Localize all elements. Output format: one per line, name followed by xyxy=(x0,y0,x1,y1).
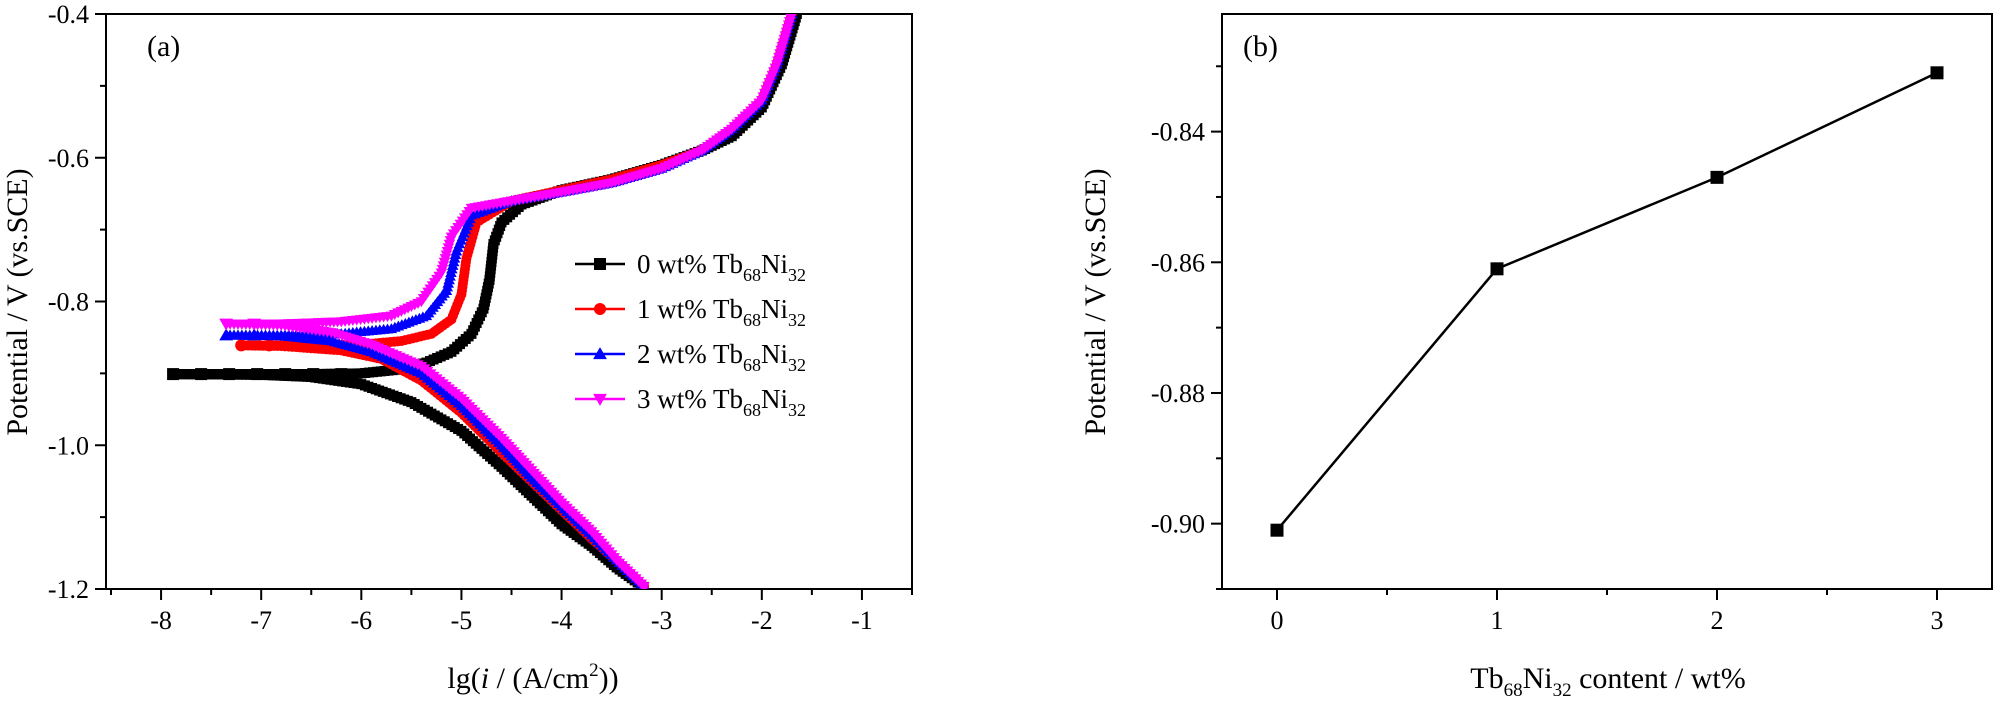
x-title-b-mid: Ni xyxy=(1523,662,1553,695)
panel-b-data-point xyxy=(1490,262,1504,276)
panel-a-series-3-line xyxy=(223,14,795,589)
panel-b-data-point xyxy=(1710,170,1724,184)
legend-label-0-pre: 0 wt% Tb xyxy=(637,249,743,279)
panel-a-series-0-ecorr-marker xyxy=(167,368,180,381)
panel-a-series-group xyxy=(167,14,802,589)
panel-b-series-group xyxy=(1270,66,1944,537)
panel-a-y-tick-label: -0.8 xyxy=(48,288,89,317)
x-title-b-sub2: 32 xyxy=(1553,680,1572,701)
legend-label-2-sub2: 32 xyxy=(788,355,806,375)
legend-marker-1 xyxy=(594,303,606,315)
panel-a-series-0-ecorr-marker xyxy=(251,368,264,381)
panel-a-x-tick-label: -4 xyxy=(551,606,573,635)
x-title-a-mid: / (A/cm xyxy=(489,662,589,695)
panel-a-series-1-ecorr-marker xyxy=(235,339,248,352)
panel-b-series-line xyxy=(1276,71,1938,531)
panel-a-x-tick-label: -2 xyxy=(751,606,773,635)
legend-label-2-sub1: 68 xyxy=(743,355,761,375)
panel-a-y-axis-title: Potential / V (vs.SCE) xyxy=(1,168,34,435)
panel-a-plot-frame xyxy=(105,13,913,590)
panel-a-series-2-ecorr-marker xyxy=(247,328,262,341)
panel-b-x-tick-label: 3 xyxy=(1931,606,1944,635)
panel-a-y-tick-label: -1.2 xyxy=(48,575,89,604)
x-title-a-post: )) xyxy=(599,662,619,695)
panel-b-y-axis-title: Potential / V (vs.SCE) xyxy=(1079,168,1112,435)
x-title-b-sub1: 68 xyxy=(1504,680,1523,701)
panel-b-label: (b) xyxy=(1243,30,1278,63)
panel-a-y-tick-label: -0.6 xyxy=(48,144,89,173)
x-title-b-post: content / wt% xyxy=(1572,662,1746,695)
panel-a-x-tick-label: -5 xyxy=(451,606,473,635)
panel-b-chart: 0 1 2 3 -0.90 -0.88 -0.86 -0.84 (b) Potential /… xyxy=(1079,13,1993,701)
panel-b-x-tick-label: 2 xyxy=(1711,606,1724,635)
legend-label-0-sub2: 32 xyxy=(788,265,806,285)
x-title-a-pre: lg( xyxy=(447,662,480,695)
panel-a-x-tick-label: -8 xyxy=(150,606,172,635)
panel-a-series-1-ecorr-marker xyxy=(263,339,276,352)
panel-a-series-0-ecorr-marker xyxy=(279,368,292,381)
panel-a-x-tick-label: -6 xyxy=(350,606,372,635)
legend-label-1-sub1: 68 xyxy=(743,310,761,330)
panel-a-series-0-ecorr-marker xyxy=(195,368,208,381)
panel-a-y-tick-label: -1.0 xyxy=(48,431,89,460)
legend-label-2-pre: 2 wt% Tb xyxy=(637,339,743,369)
legend-label-3-sub2: 32 xyxy=(788,400,806,420)
legend-label-0-mid: Ni xyxy=(761,249,788,279)
panel-a-series-0-ecorr-marker xyxy=(335,368,348,381)
panel-b-ticks: 0 1 2 3 -0.90 -0.88 -0.86 -0.84 xyxy=(1151,65,1944,635)
panel-b-data-point xyxy=(1930,66,1944,80)
legend-label-2: 2 wt% Tb68Ni32 xyxy=(637,339,806,375)
legend-label-1-mid: Ni xyxy=(761,294,788,324)
panel-a-series-3-ecorr-marker xyxy=(247,318,262,331)
legend-label-1-pre: 1 wt% Tb xyxy=(637,294,743,324)
legend-label-3-pre: 3 wt% Tb xyxy=(637,384,743,414)
legend-label-3-sub1: 68 xyxy=(743,400,761,420)
panel-b-x-tick-label: 1 xyxy=(1491,606,1504,635)
x-title-a-sup: 2 xyxy=(589,660,599,681)
panel-a-ticks: -8 -7 -6 -5 -4 -3 -2 -1 -1.2 -1.0 -0.8 -0.6 -0.4 xyxy=(48,0,913,635)
panel-a-series-0-ecorr-marker xyxy=(307,368,320,381)
panel-a-x-tick-label: -1 xyxy=(851,606,873,635)
panel-a-label: (a) xyxy=(147,30,180,63)
legend-marker-3 xyxy=(593,393,607,406)
panel-a-y-tick-label: -0.4 xyxy=(48,0,89,29)
legend-marker-0 xyxy=(594,258,606,270)
panel-a-x-tick-label: -7 xyxy=(250,606,272,635)
legend-label-0-sub1: 68 xyxy=(743,265,761,285)
legend-marker-2 xyxy=(593,347,607,360)
panel-b-x-tick-label: 0 xyxy=(1271,606,1284,635)
panel-a-x-tick-label: -3 xyxy=(651,606,673,635)
panel-a-series-0-ecorr-marker xyxy=(223,368,236,381)
x-title-a-italic: i xyxy=(481,662,489,695)
panel-b-y-tick-label: -0.86 xyxy=(1151,248,1205,277)
panel-a-chart: -8 -7 -6 -5 -4 -3 -2 -1 -1.2 -1.0 -0.8 -0.6 -0.4 (a)… xyxy=(1,0,913,695)
panel-b-y-tick-label: -0.90 xyxy=(1151,510,1205,539)
legend-label-3-mid: Ni xyxy=(761,384,788,414)
panel-b-y-tick-label: -0.84 xyxy=(1151,118,1205,147)
panel-a-series-2-ecorr-marker xyxy=(219,328,234,341)
legend-label-2-mid: Ni xyxy=(761,339,788,369)
x-title-b-pre: Tb xyxy=(1470,662,1503,695)
legend-label-1-sub2: 32 xyxy=(788,310,806,330)
legend-label-1: 1 wt% Tb68Ni32 xyxy=(637,294,806,330)
panel-a-series-3-ecorr-marker xyxy=(219,318,234,331)
panel-a-x-axis-title: lg(i / (A/cm2)) xyxy=(447,660,618,695)
panel-b-data-point xyxy=(1270,523,1284,537)
panel-b-y-tick-label: -0.88 xyxy=(1151,379,1205,408)
panel-a-series-3 xyxy=(219,14,797,589)
panel-b-x-axis-title: Tb68Ni32 content / wt% xyxy=(1470,662,1745,701)
legend-label-0: 0 wt% Tb68Ni32 xyxy=(637,249,806,285)
legend-label-3: 3 wt% Tb68Ni32 xyxy=(637,384,806,420)
